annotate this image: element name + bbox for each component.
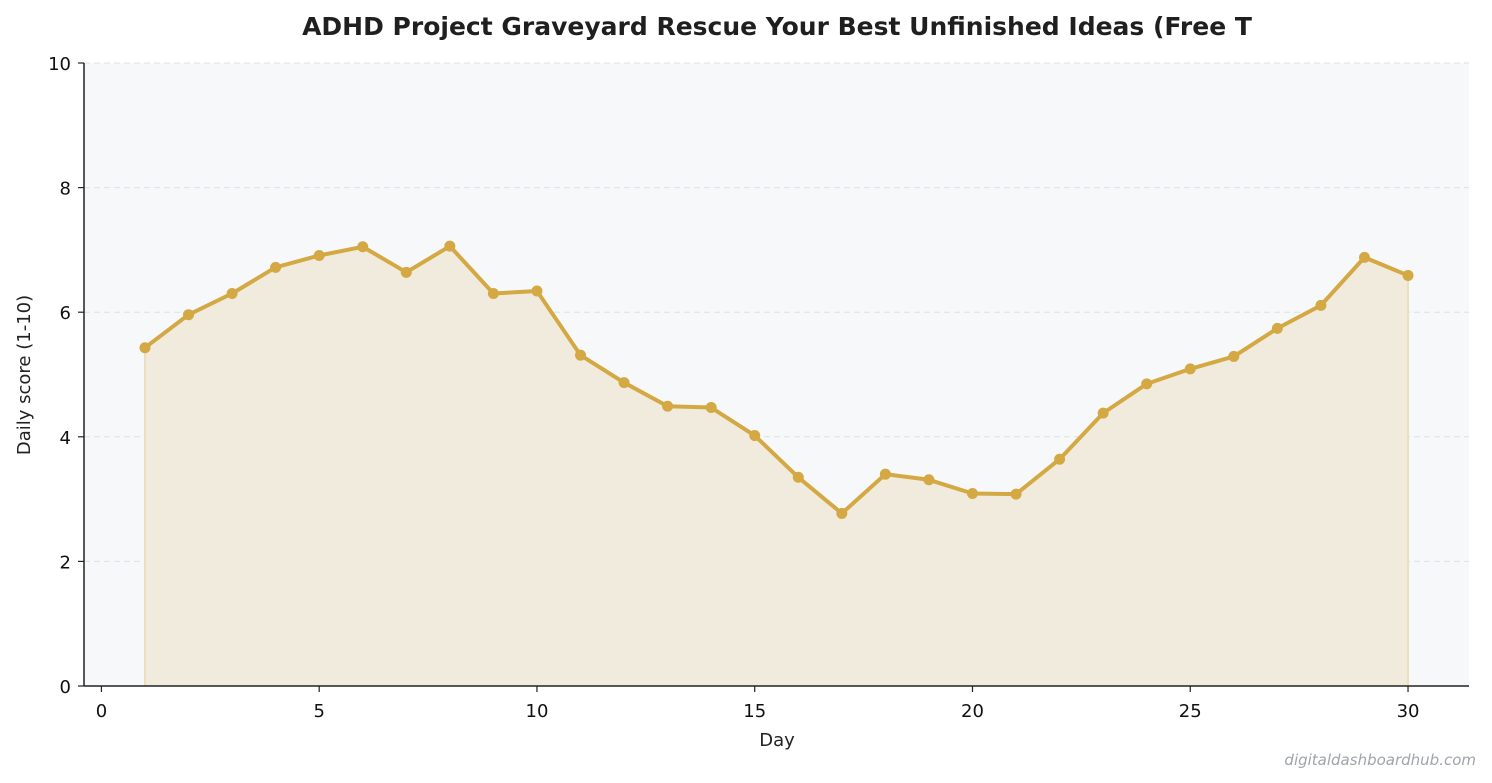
data-point-day-10 <box>531 285 543 297</box>
x-tick-label-15: 15 <box>743 701 766 722</box>
data-point-day-13 <box>662 400 674 412</box>
data-point-day-19 <box>923 474 935 486</box>
data-point-day-12 <box>618 377 630 389</box>
data-point-day-23 <box>1097 407 1109 419</box>
data-point-day-14 <box>705 402 717 414</box>
data-point-day-20 <box>966 487 978 499</box>
data-point-day-28 <box>1315 299 1327 311</box>
data-point-day-17 <box>836 507 848 519</box>
data-point-day-25 <box>1184 363 1196 375</box>
y-tick-label-0: 0 <box>60 677 71 698</box>
data-point-day-9 <box>487 288 499 300</box>
x-tick-label-30: 30 <box>1397 701 1420 722</box>
watermark: digitaldashboardhub.com <box>1284 751 1476 769</box>
y-tick-label-8: 8 <box>60 179 71 200</box>
data-point-day-4 <box>270 261 282 273</box>
data-point-day-11 <box>575 349 587 361</box>
x-axis-ticks: 0 5 10 15 20 25 30 <box>96 686 1420 722</box>
series-area-fill <box>144 246 1409 687</box>
series-line <box>142 244 1411 516</box>
chart-title: ADHD Project Graveyard Rescue Your Best … <box>302 12 1252 41</box>
data-point-day-15 <box>749 430 761 442</box>
data-point-day-27 <box>1271 322 1283 334</box>
data-point-day-2 <box>183 309 195 321</box>
data-point-day-6 <box>357 241 369 253</box>
x-tick-label-20: 20 <box>961 701 984 722</box>
x-tick-label-5: 5 <box>313 701 324 722</box>
data-point-day-29 <box>1358 251 1370 263</box>
data-point-day-30 <box>1402 269 1414 281</box>
data-point-day-24 <box>1141 378 1153 390</box>
data-point-day-5 <box>313 250 325 262</box>
x-axis-title: Day <box>759 730 795 751</box>
data-point-day-26 <box>1228 350 1240 362</box>
data-points <box>139 240 1414 519</box>
data-point-day-22 <box>1054 453 1066 465</box>
data-point-day-7 <box>400 266 412 278</box>
y-tick-label-2: 2 <box>60 552 71 573</box>
y-tick-label-6: 6 <box>60 303 71 324</box>
data-point-day-21 <box>1010 488 1022 500</box>
data-point-day-16 <box>792 471 804 483</box>
data-point-day-8 <box>444 240 456 252</box>
x-tick-label-25: 25 <box>1179 701 1202 722</box>
x-tick-label-10: 10 <box>526 701 549 722</box>
y-tick-label-10: 10 <box>48 54 71 75</box>
data-point-day-3 <box>226 288 238 300</box>
y-axis-title: Daily score (1-10) <box>14 295 35 455</box>
y-axis-ticks: 0 2 4 6 8 10 <box>48 54 84 698</box>
y-tick-label-4: 4 <box>60 428 71 449</box>
data-point-day-18 <box>879 468 891 480</box>
x-tick-label-0: 0 <box>96 701 107 722</box>
data-point-day-1 <box>139 342 151 354</box>
